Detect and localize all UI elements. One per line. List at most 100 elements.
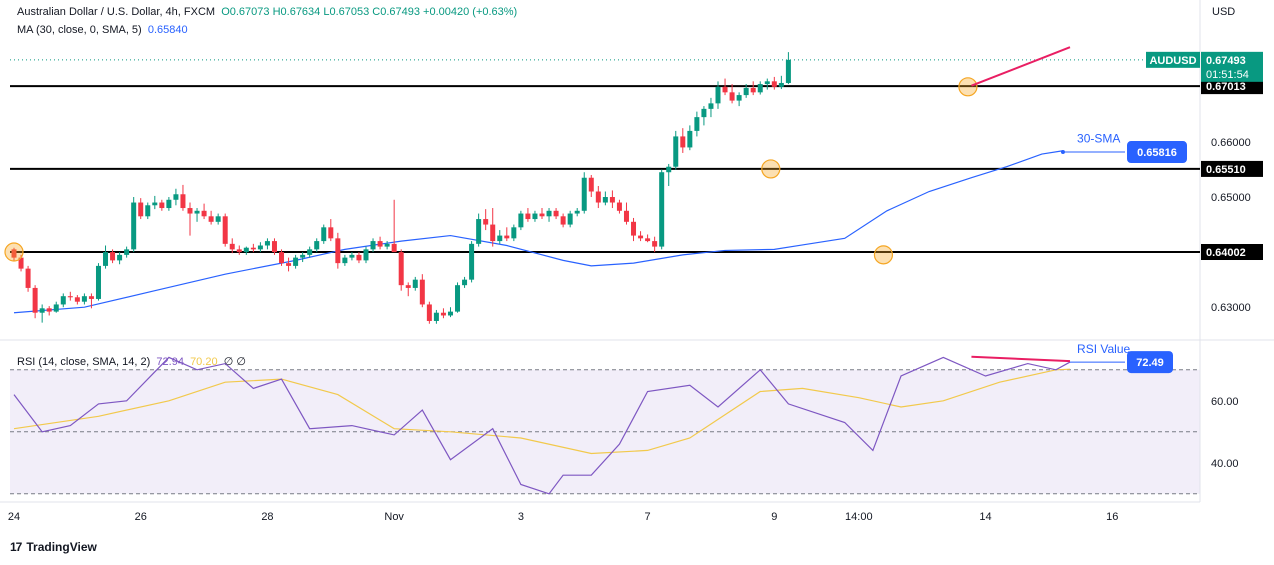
candle-body [652,241,658,247]
rsi-label: RSI (14, close, SMA, 14, 2) [17,356,151,368]
candle-body [257,245,263,250]
candle-body [53,304,59,312]
candle-body [694,117,700,131]
time-tick-label: 9 [771,511,777,523]
candle-body [602,197,608,203]
candle-body [377,241,383,247]
candle-body [39,308,45,313]
candle-body [616,202,622,211]
touch-circle [761,159,781,179]
candle-body [722,86,728,93]
candle-body [110,252,116,261]
time-tick-label: 3 [518,511,524,523]
rsi-line [13,356,1071,495]
level-label: 0.67013 [1206,81,1246,93]
rsi-header: RSI (14, close, SMA, 14, 2) 72.94 70.20 … [17,355,246,368]
candle-body [88,296,94,299]
candle-body [771,81,777,87]
candle-body [152,202,158,206]
candle-body [335,238,341,264]
candle-body [370,241,376,250]
candle-body [764,81,770,85]
rsi-value-header: 72.94 [156,356,184,368]
candle-body [595,191,601,203]
time-tick-label: 24 [8,511,20,523]
candle-body [314,241,320,250]
candle-body [117,254,123,261]
candle-body [180,194,186,209]
candle-body [103,252,109,266]
sma-badge [1127,141,1187,164]
candle-body [462,279,468,286]
candle-body [81,296,87,302]
candle-body [659,172,665,247]
tradingview-logo-icon: 17 [10,540,22,554]
candle-body [194,210,200,214]
candle-body [469,243,475,280]
candle-body [60,296,66,305]
rsi-badge-value: 72.49 [1136,357,1164,369]
currency-label: USD [1212,6,1236,18]
candle-body [398,252,404,286]
time-tick-label: 7 [645,511,651,523]
candle-body [645,238,651,242]
candle-body [67,296,73,298]
time-tick-label: 14 [979,511,991,523]
candle-body [271,241,277,253]
candle-body [166,199,172,209]
candle-body [124,249,130,255]
candle-body [539,213,545,217]
time-tick-label: 28 [261,511,273,523]
candle-body [638,235,644,239]
candle-body [250,247,256,250]
price-tag-value: 0.67493 [1206,55,1246,67]
candle-body [342,257,348,264]
candle-body [447,311,453,316]
level-badge [1201,244,1263,261]
candle-body [74,297,80,302]
price-tag-countdown: 01:51:54 [1206,69,1249,81]
time-tick-label: 14:00 [845,511,873,523]
chart-header: Australian Dollar / U.S. Dollar, 4h, FXC… [17,6,517,18]
candle-body [476,219,482,244]
rsi-annotation: RSI Value [1077,342,1130,356]
candle-body [419,279,425,305]
candle-body [588,177,594,192]
candle-body [384,243,390,247]
candle-body [229,243,235,250]
candle-body [750,87,756,93]
candle-body [623,210,629,222]
candle-body [32,287,38,313]
candle-body [426,304,432,321]
price-tick-label: 0.63000 [1211,302,1251,314]
candle-body [264,241,270,246]
candle-body [680,136,686,148]
candle-body [757,84,763,93]
candle-body [412,279,418,288]
candle-body [349,254,355,258]
ma-header: MA (30, close, 0, SMA, 5) 0.65840 [17,24,188,36]
candle-body [11,249,17,258]
candle-body [609,197,615,203]
candle-body [560,216,566,225]
sma-badge-value: 0.65816 [1137,147,1177,159]
candle-body [701,108,707,118]
price-tick-label: 0.66000 [1211,137,1251,149]
touch-circle [958,77,978,97]
rsi-trendline [971,355,1071,363]
candle-body [736,95,742,101]
symbol-title: Australian Dollar / U.S. Dollar, 4h, FXC… [17,6,216,18]
level-badge [1201,78,1263,95]
candle-body [159,202,165,209]
candle-body [328,227,334,239]
brand: 17 TradingView [10,540,97,554]
candle-body [729,92,735,101]
candle-body [145,205,151,217]
level-label: 0.64002 [1206,247,1246,259]
rsi-tick-label: 60.00 [1211,396,1239,408]
ma-value: 0.65840 [147,24,188,36]
candle-body [307,249,313,255]
symbol-tag-label: AUDUSD [1149,55,1196,67]
ohlc-readout: O0.67073 H0.67634 L0.67053 C0.67493 +0.0… [221,6,518,18]
